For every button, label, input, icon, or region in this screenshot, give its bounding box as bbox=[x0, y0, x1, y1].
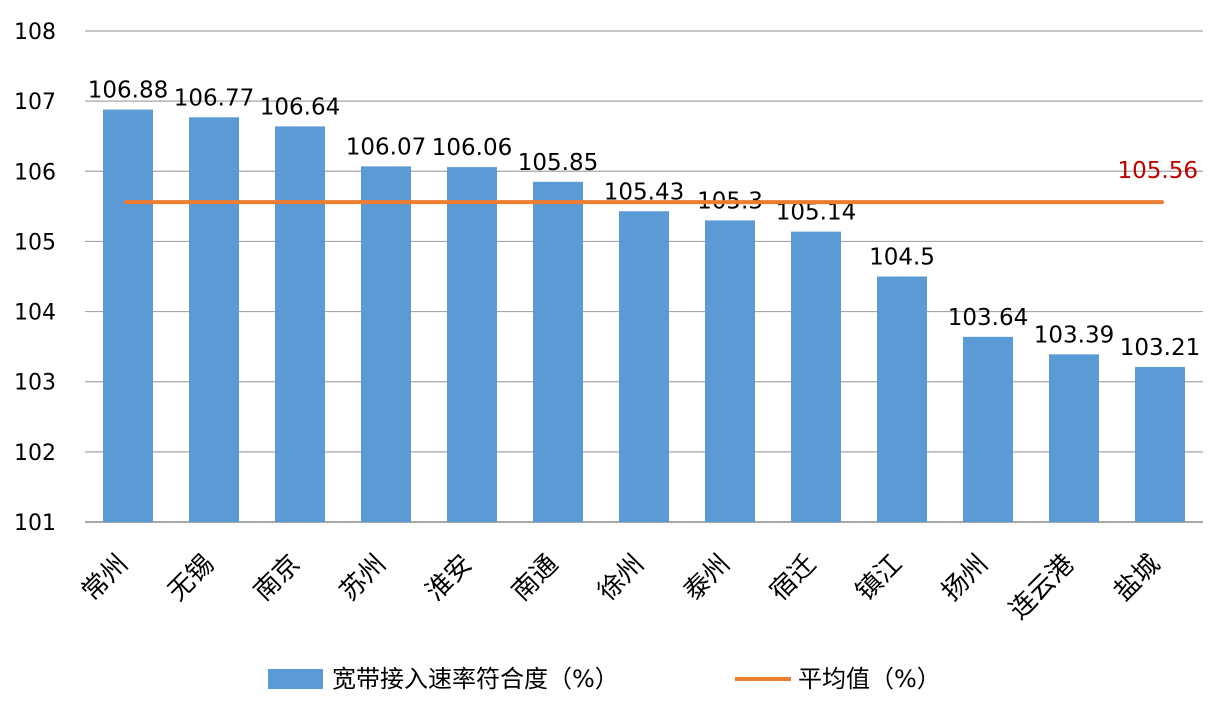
bar bbox=[533, 181, 583, 523]
bar bbox=[189, 117, 239, 523]
y-tick-label: 108 bbox=[14, 20, 56, 45]
data-label: 106.77 bbox=[174, 85, 254, 111]
y-tick-label: 107 bbox=[14, 90, 56, 115]
x-tick-label: 连云港 bbox=[1004, 549, 1080, 625]
data-label: 106.64 bbox=[260, 94, 340, 120]
y-tick-label: 103 bbox=[14, 371, 56, 396]
y-tick-label: 102 bbox=[14, 441, 56, 466]
x-tick-label: 盐城 bbox=[1108, 549, 1166, 607]
y-tick-label: 104 bbox=[14, 301, 56, 326]
data-label: 106.06 bbox=[432, 135, 512, 161]
y-tick-label: 101 bbox=[14, 511, 56, 536]
x-tick-label: 苏州 bbox=[334, 549, 392, 607]
x-tick-label: 南通 bbox=[506, 549, 564, 607]
x-tick-label: 淮安 bbox=[420, 549, 478, 607]
bar bbox=[1049, 354, 1099, 522]
legend-bar-label: 宽带接入速率符合度（%） bbox=[332, 665, 619, 693]
data-label: 105.85 bbox=[518, 150, 598, 176]
bar bbox=[619, 211, 669, 522]
x-tick-label: 宿迁 bbox=[764, 549, 822, 607]
bar bbox=[1135, 366, 1185, 522]
data-label: 103.64 bbox=[948, 305, 1028, 331]
bar bbox=[877, 276, 927, 522]
legend-bar-swatch bbox=[268, 669, 323, 689]
x-tick-label: 徐州 bbox=[592, 549, 650, 607]
bar bbox=[103, 109, 153, 522]
legend-line-label: 平均值（%） bbox=[798, 665, 941, 693]
x-tick-label: 南京 bbox=[248, 549, 306, 607]
bar bbox=[705, 220, 755, 522]
data-label: 103.21 bbox=[1120, 335, 1200, 361]
bar bbox=[447, 167, 497, 522]
data-label: 106.88 bbox=[88, 78, 168, 104]
x-tick-label: 镇江 bbox=[850, 549, 908, 607]
data-label: 106.07 bbox=[346, 134, 426, 160]
data-label: 104.5 bbox=[869, 245, 935, 271]
x-tick-label: 无锡 bbox=[162, 549, 220, 607]
x-tick-label: 常州 bbox=[76, 549, 134, 607]
data-label: 103.39 bbox=[1034, 322, 1114, 348]
y-tick-label: 105 bbox=[14, 230, 56, 255]
bar bbox=[963, 336, 1013, 522]
average-value-label: 105.56 bbox=[1118, 158, 1198, 184]
y-tick-label: 106 bbox=[14, 160, 56, 185]
bar bbox=[275, 126, 325, 522]
x-tick-label: 泰州 bbox=[678, 549, 736, 607]
x-tick-label: 扬州 bbox=[936, 549, 994, 607]
bar bbox=[791, 231, 841, 522]
bar bbox=[361, 166, 411, 522]
